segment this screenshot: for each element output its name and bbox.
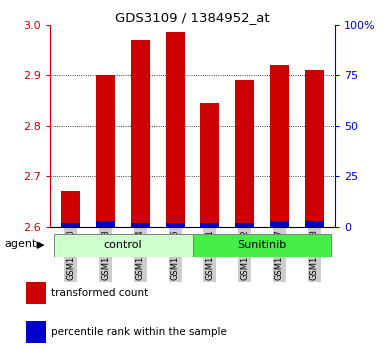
- Bar: [61, 191, 80, 227]
- Bar: [305, 221, 324, 227]
- Bar: [200, 103, 219, 227]
- Bar: [166, 32, 185, 227]
- Bar: [270, 65, 289, 227]
- Text: Sunitinib: Sunitinib: [238, 240, 286, 250]
- Bar: [61, 223, 80, 227]
- Bar: [166, 223, 185, 227]
- Title: GDS3109 / 1384952_at: GDS3109 / 1384952_at: [115, 11, 270, 24]
- Bar: [131, 223, 150, 227]
- Bar: [192, 234, 331, 257]
- Bar: [131, 40, 150, 227]
- Bar: [200, 223, 219, 227]
- Bar: [96, 75, 115, 227]
- Text: percentile rank within the sample: percentile rank within the sample: [51, 327, 227, 337]
- Bar: [235, 223, 254, 227]
- Bar: [235, 80, 254, 227]
- Bar: [96, 221, 115, 227]
- Bar: [305, 70, 324, 227]
- Bar: [26, 282, 46, 304]
- Bar: [26, 321, 46, 343]
- Text: control: control: [104, 240, 142, 250]
- Bar: [270, 221, 289, 227]
- Text: transformed count: transformed count: [51, 288, 148, 298]
- Bar: [54, 234, 192, 257]
- Text: agent: agent: [4, 239, 36, 249]
